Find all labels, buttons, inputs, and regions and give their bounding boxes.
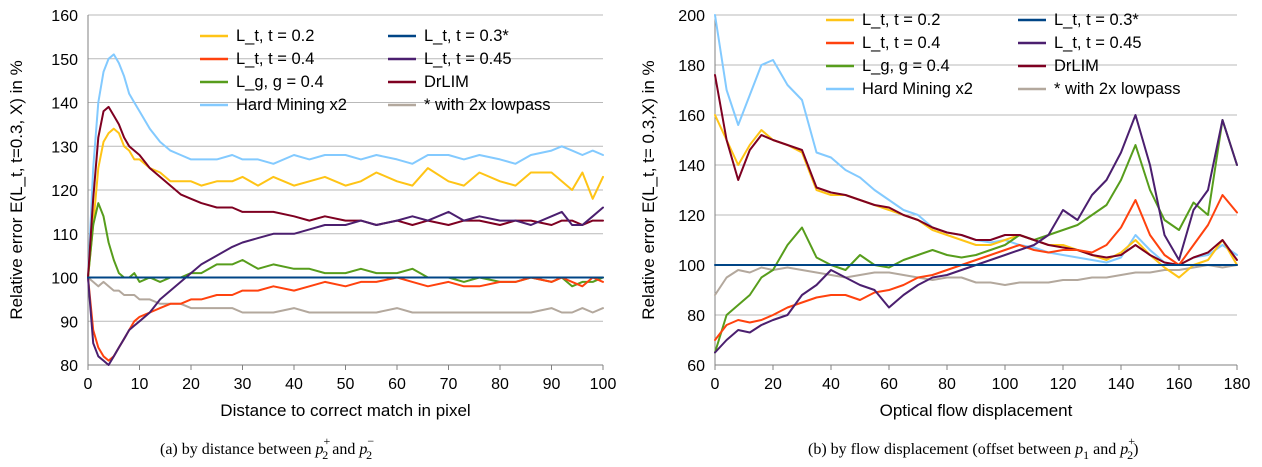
x-tick-label: 50	[337, 376, 355, 393]
x-tick-label: 30	[234, 376, 252, 393]
caption-text: )	[1133, 441, 1138, 458]
y-tick-label: 60	[687, 358, 705, 375]
series-line--with-2x-lowpass	[87, 276, 604, 314]
caption-math: p	[314, 441, 323, 458]
series-line-l-t-t-0-4	[714, 194, 1238, 341]
legend-label: L_t, t = 0.45	[1054, 34, 1142, 52]
y-tick-label: 90	[60, 314, 78, 331]
series-line-l-g-g-0-4	[714, 119, 1238, 354]
caption-sub: 2	[1127, 448, 1133, 462]
x-tick-label: 20	[764, 376, 782, 393]
x-axis-title: Distance to correct match in pixel	[220, 401, 470, 420]
series-line-l-t-t-0-45	[87, 206, 604, 366]
series-line-drlim	[714, 74, 1238, 266]
legend-label: * with 2x lowpass	[1054, 80, 1181, 98]
series-line-l-t-t-0-4	[87, 276, 604, 362]
caption-text: and	[328, 441, 359, 458]
x-tick-label: 100	[992, 376, 1019, 393]
y-tick-label: 120	[51, 183, 78, 200]
x-tick-label: 20	[182, 376, 200, 393]
x-tick-label: 100	[590, 376, 617, 393]
x-tick-label: 120	[1050, 376, 1077, 393]
series-line-hard-mining-x2	[714, 14, 1238, 266]
y-tick-label: 140	[51, 96, 78, 113]
y-tick-label: 180	[678, 58, 705, 75]
y-tick-label: 80	[60, 358, 78, 375]
y-tick-label: 160	[51, 8, 78, 25]
caption-text: (a) by distance between	[160, 441, 315, 458]
caption-sup: +	[323, 434, 330, 448]
y-axis-title: Relative error E(L_t, t= 0.3,X) in %	[639, 60, 658, 319]
y-tick-label: 160	[678, 108, 705, 125]
legend-label: Hard Mining x2	[862, 80, 973, 98]
x-tick-label: 60	[388, 376, 406, 393]
figure-caption: (b) by flow displacement (offset between…	[808, 434, 1138, 462]
legend-label: L_t, t = 0.4	[862, 34, 940, 52]
caption-sup: −	[367, 434, 374, 448]
x-tick-label: 70	[440, 376, 458, 393]
y-tick-label: 200	[678, 8, 705, 25]
series-line-l-t-t-0-45	[714, 114, 1238, 354]
series-line-l-t-t-0-2	[87, 127, 604, 279]
y-tick-label: 110	[52, 227, 78, 244]
legend-label: L_g, g = 0.4	[862, 57, 950, 75]
x-tick-label: 80	[491, 376, 509, 393]
series-line-l-g-g-0-4	[87, 202, 604, 288]
legend-label: L_t, t = 0.3*	[424, 27, 509, 45]
y-tick-label: 150	[51, 52, 78, 69]
x-tick-label: 10	[131, 376, 149, 393]
caption-math: p	[1074, 441, 1083, 458]
x-tick-label: 0	[711, 376, 720, 393]
x-tick-label: 0	[84, 376, 93, 393]
series-line-drlim	[87, 105, 604, 279]
y-axis-title: Relative error E(L_t, t=0.3, X) in %	[7, 60, 26, 319]
series-line--with-2x-lowpass	[714, 264, 1238, 296]
legend-label: L_g, g = 0.4	[236, 73, 324, 91]
series-line-l-t-t-0-2	[714, 114, 1238, 279]
y-tick-label: 120	[678, 208, 705, 225]
legend-label: * with 2x lowpass	[424, 96, 551, 114]
caption-sup: +	[1128, 434, 1135, 448]
chart-panel-b: 60 80 100 120 140 160 180 200 0 20 40 60 80 100 120 140…	[639, 8, 1250, 462]
caption-sub: 2	[322, 448, 328, 462]
caption-text: (b) by flow displacement (offset between	[808, 441, 1075, 458]
chart-panel-a: 80 90 100 110 120 130 140 150 160 0 10 20 30 40 50 60 70…	[7, 8, 616, 462]
legend-label: L_t, t = 0.4	[236, 50, 314, 68]
series-line-hard-mining-x2	[87, 53, 604, 279]
y-tick-label: 80	[687, 308, 705, 325]
y-tick-label: 100	[678, 258, 705, 275]
legend-label: DrLIM	[424, 73, 469, 91]
legend-label: L_t, t = 0.2	[236, 27, 314, 45]
legend-label: Hard Mining x2	[236, 96, 347, 114]
caption-math: p	[1119, 441, 1128, 458]
caption-sub: 1	[1083, 448, 1089, 462]
x-tick-label: 180	[1224, 376, 1251, 393]
legend-label: L_t, t = 0.2	[862, 11, 940, 29]
x-tick-label: 90	[543, 376, 561, 393]
legend-label: L_t, t = 0.45	[424, 50, 512, 68]
x-tick-label: 160	[1166, 376, 1193, 393]
y-tick-label: 140	[678, 158, 705, 175]
figure-caption: (a) by distance between p+ 2 and p− 2	[160, 434, 374, 462]
x-tick-label: 80	[938, 376, 956, 393]
x-tick-label: 60	[880, 376, 898, 393]
x-tick-label: 140	[1108, 376, 1135, 393]
y-tick-label: 100	[51, 271, 78, 288]
y-tick-label: 130	[51, 139, 78, 156]
caption-sub: 2	[366, 448, 372, 462]
x-tick-label: 40	[822, 376, 840, 393]
caption-math: p	[358, 441, 367, 458]
legend-label: L_t, t = 0.3*	[1054, 11, 1139, 29]
x-axis-title: Optical flow displacement	[880, 401, 1073, 420]
legend-label: DrLIM	[1054, 57, 1099, 75]
caption-text: and	[1089, 441, 1120, 458]
x-tick-label: 40	[285, 376, 303, 393]
